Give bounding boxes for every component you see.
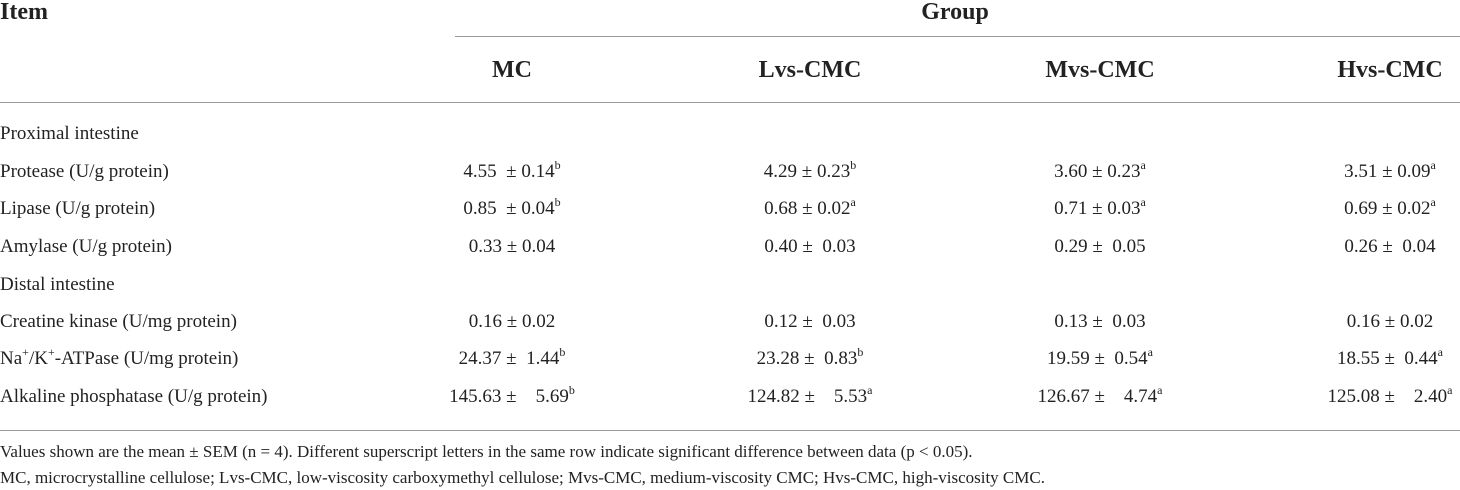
cell-value: 23.28 ± 0.83: [756, 348, 858, 369]
cell: 0.16 ± 0.02: [469, 312, 555, 331]
footnote: MC, microcrystalline cellulose; Lvs-CMC,…: [0, 468, 1045, 487]
row-label: Alkaline phosphatase (U/g protein): [0, 386, 268, 407]
cell-value: 0.68 ± 0.02: [764, 198, 851, 219]
cell-value: 24.37 ± 1.44: [458, 348, 560, 369]
cell: 0.13 ± 0.03: [1054, 312, 1145, 331]
rule: [0, 102, 1460, 103]
column-header: MC: [492, 57, 532, 83]
significance-letter: b: [568, 383, 575, 397]
row-label: Protease (U/g protein): [0, 161, 169, 182]
section-label: Proximal intestine: [0, 123, 139, 144]
cell-value: 19.59 ± 0.54: [1046, 348, 1148, 369]
cell-value: 125.08 ± 2.40: [1327, 386, 1448, 407]
cell-value: 3.60 ± 0.23: [1054, 161, 1141, 182]
significance-letter: a: [867, 383, 873, 397]
cell: 0.71 ± 0.03a: [1054, 196, 1146, 219]
significance-letter: a: [1447, 383, 1453, 397]
cell-value: 0.13 ± 0.03: [1054, 311, 1146, 332]
row-label: Creatine kinase (U/mg protein): [0, 311, 237, 332]
cell-value: 145.63 ± 5.69: [449, 386, 569, 407]
cell: 145.63 ± 5.69b: [449, 384, 575, 407]
significance-letter: b: [850, 158, 857, 172]
cell: 4.55 ± 0.14b: [463, 159, 560, 182]
row-label: Na+/K+-ATPase (U/mg protein): [0, 346, 239, 369]
cell-value: 3.51 ± 0.09: [1344, 161, 1431, 182]
significance-letter: a: [1140, 195, 1146, 209]
section-label: Distal intestine: [0, 274, 115, 295]
cell-value: 4.55 ± 0.14: [463, 161, 555, 182]
cell: 0.85 ± 0.04b: [463, 196, 560, 219]
label-text: /K: [28, 348, 48, 369]
significance-letter: a: [1430, 195, 1436, 209]
cell: 0.26 ± 0.04: [1344, 237, 1435, 256]
cell: 0.29 ± 0.05: [1054, 237, 1145, 256]
cell-value: 0.40 ± 0.03: [764, 236, 856, 257]
cell: 23.28 ± 0.83b: [756, 346, 864, 369]
cell: 0.16 ± 0.02: [1347, 312, 1433, 331]
significance-letter: a: [1430, 158, 1436, 172]
significance-letter: a: [1147, 345, 1154, 359]
significance-letter: a: [1157, 383, 1163, 397]
cell: 0.68 ± 0.02a: [764, 196, 856, 219]
cell-value: 124.82 ± 5.53: [747, 386, 868, 407]
rule: [455, 36, 1460, 37]
cell-value: 0.26 ± 0.04: [1344, 236, 1436, 257]
significance-letter: b: [554, 158, 561, 172]
column-header: Lvs-CMC: [758, 57, 862, 83]
cell-value: 0.16 ± 0.02: [468, 311, 556, 332]
significance-letter: b: [559, 345, 566, 359]
cell: 0.12 ± 0.03: [764, 312, 855, 331]
cell: 126.67 ± 4.74a: [1037, 384, 1162, 407]
cell: 24.37 ± 1.44b: [458, 346, 566, 369]
significance-letter: a: [1437, 345, 1444, 359]
cell-value: 0.29 ± 0.05: [1054, 236, 1146, 257]
column-header: Hvs-CMC: [1337, 57, 1443, 83]
significance-letter: b: [554, 195, 561, 209]
cell: 3.51 ± 0.09a: [1344, 159, 1436, 182]
cell: 124.82 ± 5.53a: [747, 384, 872, 407]
footnote: Values shown are the mean ± SEM (n = 4).…: [0, 442, 973, 461]
significance-letter: b: [857, 345, 864, 359]
superscript: +: [22, 345, 29, 359]
cell-value: 0.16 ± 0.02: [1346, 311, 1434, 332]
item-header: Item: [0, 0, 48, 25]
label-text: -ATPase (U/mg protein): [54, 348, 239, 369]
cell: 125.08 ± 2.40a: [1327, 384, 1452, 407]
cell-value: 0.12 ± 0.03: [764, 311, 856, 332]
superscript: +: [47, 345, 55, 359]
group-header: Group: [921, 0, 989, 25]
cell: 0.40 ± 0.03: [764, 237, 855, 256]
cell: 4.29 ± 0.23b: [763, 159, 856, 182]
cell: 0.33 ± 0.04: [469, 237, 555, 256]
cell: 0.69 ± 0.02a: [1344, 196, 1436, 219]
cell-value: 18.55 ± 0.44: [1336, 348, 1438, 369]
cell-value: 0.85 ± 0.04: [463, 198, 555, 219]
significance-letter: a: [850, 195, 856, 209]
cell-value: 4.29 ± 0.23: [763, 161, 851, 182]
cell: 3.60 ± 0.23a: [1054, 159, 1146, 182]
cell: 18.55 ± 0.44a: [1336, 346, 1443, 369]
label-text: Na: [0, 348, 23, 369]
cell-value: 0.33 ± 0.04: [468, 236, 556, 257]
rule: [0, 430, 1460, 431]
row-label: Lipase (U/g protein): [0, 198, 156, 219]
cell-value: 0.69 ± 0.02: [1344, 198, 1431, 219]
cell-value: 126.67 ± 4.74: [1037, 386, 1158, 407]
column-header: Mvs-CMC: [1045, 57, 1155, 83]
cell: 19.59 ± 0.54a: [1046, 346, 1153, 369]
cell-value: 0.71 ± 0.03: [1054, 198, 1141, 219]
significance-letter: a: [1140, 158, 1146, 172]
row-label: Amylase (U/g protein): [0, 236, 173, 257]
